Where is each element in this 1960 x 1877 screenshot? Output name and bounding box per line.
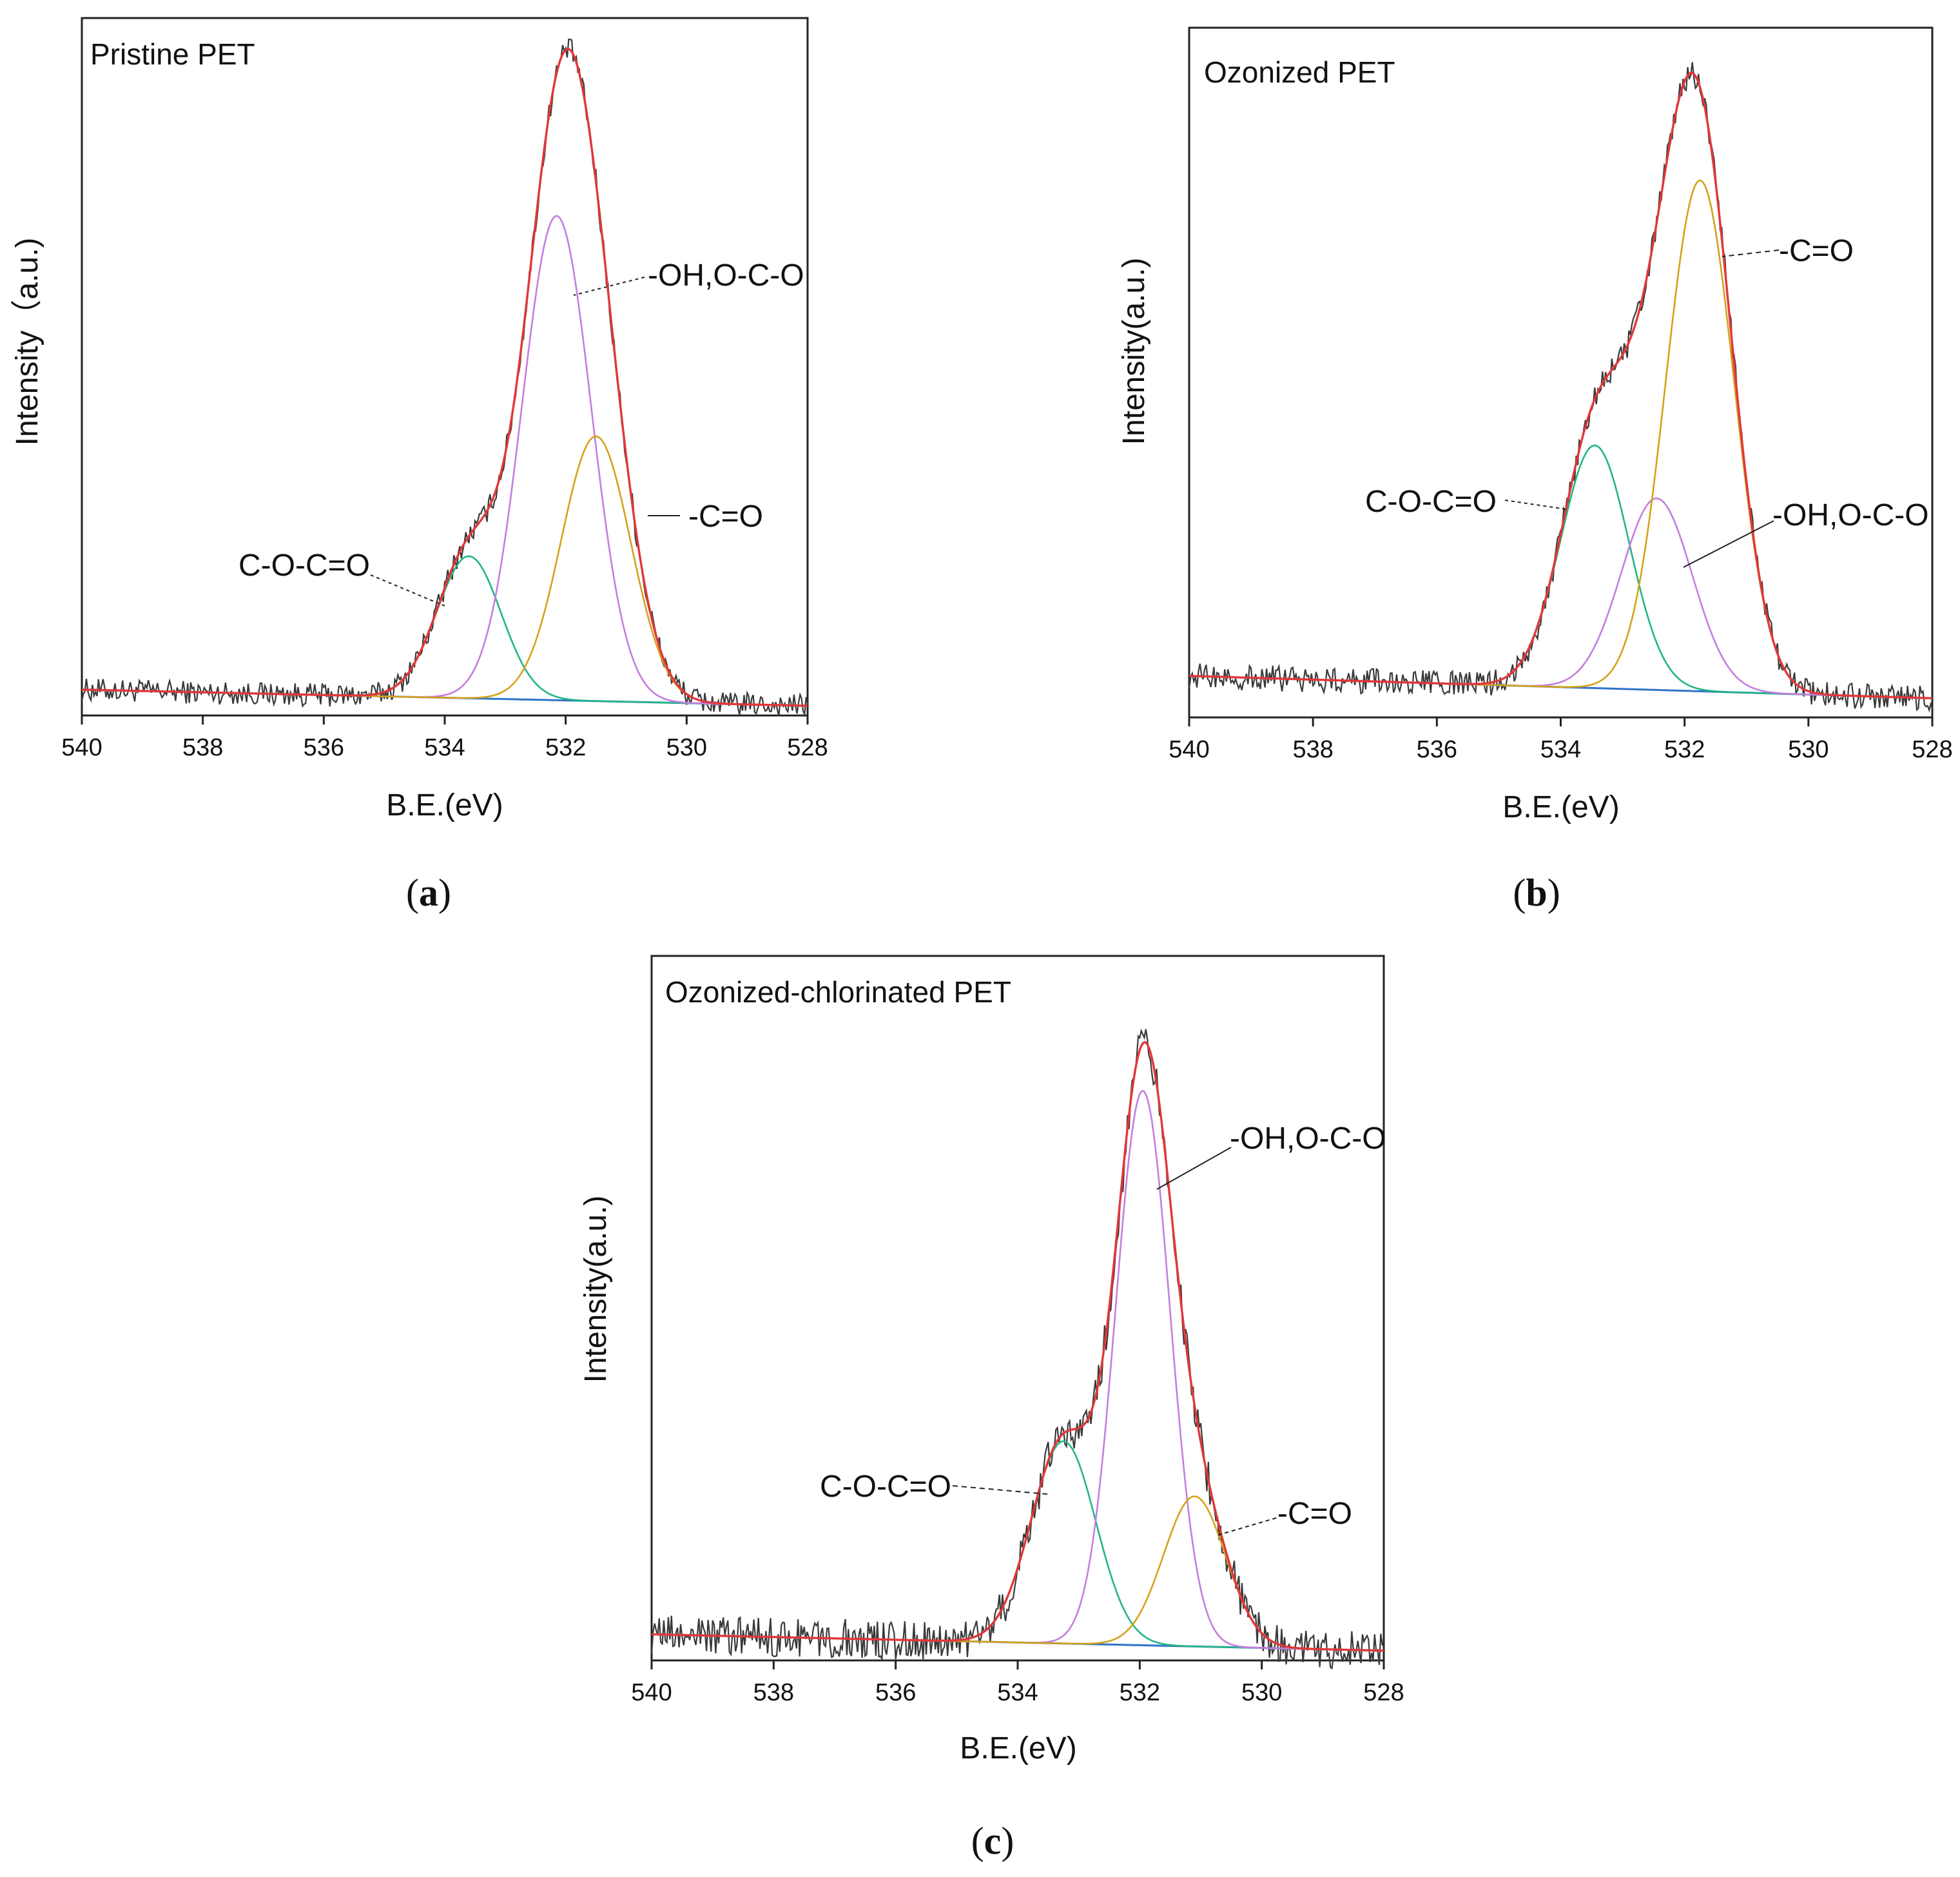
curves-group — [81, 38, 809, 717]
x-tick-label: 532 — [1664, 736, 1705, 763]
component-peak-3 — [651, 1495, 1384, 1652]
x-tick-label: 532 — [1120, 1679, 1160, 1706]
x-tick-label: 540 — [631, 1679, 672, 1706]
curves-group — [650, 1028, 1384, 1670]
raw-spectrum-line — [1188, 62, 1934, 713]
leader-line — [1156, 1147, 1232, 1190]
x-axis-label: B.E.(eV) — [1502, 790, 1619, 824]
x-tick-label: 536 — [304, 734, 344, 761]
x-tick-label: 530 — [666, 734, 707, 761]
leader-line — [370, 574, 445, 607]
x-tick-label: 536 — [875, 1679, 916, 1706]
panel-title: Pristine PET — [90, 37, 255, 71]
annotation-oh-o-c-o: -OH,O-C-O — [573, 258, 804, 296]
component-peak-1 — [1189, 444, 1933, 699]
panel-caption: (a) — [406, 871, 451, 914]
panel-b: Ozonized PET 540 538 536 534 532 530 528 B.E.(… — [1117, 26, 1953, 914]
leader-line — [1722, 249, 1780, 257]
annotation-c-o-c-o: C-O-C=O — [238, 549, 445, 607]
x-tick-label: 536 — [1417, 736, 1457, 763]
x-tick-label: 532 — [545, 734, 586, 761]
component-peak-3 — [81, 435, 808, 707]
panel-a: Pristine PET 540 538 536 534 532 530 528 B.E.(… — [10, 17, 828, 914]
component-peak-1 — [651, 1440, 1384, 1652]
x-axis-label: B.E.(eV) — [960, 1731, 1076, 1765]
y-axis-label: Intensity(a.u.) — [579, 1196, 613, 1383]
annotation-oh-o-c-o: -OH,O-C-O — [1683, 498, 1929, 568]
x-tick-label: 538 — [182, 734, 223, 761]
fit-envelope-line — [81, 48, 808, 707]
plot-frame — [1188, 26, 1934, 719]
plot-frame — [650, 955, 1385, 1662]
fit-envelope-line — [651, 1041, 1384, 1652]
peak-label: C-O-C=O — [820, 1470, 951, 1504]
x-tick-label: 528 — [787, 734, 828, 761]
raw-spectrum-line — [81, 38, 809, 717]
annotation-oh-o-c-o: -OH,O-C-O — [1156, 1122, 1386, 1190]
x-tick-label: 528 — [1363, 1679, 1404, 1706]
peak-label: -C=O — [1779, 234, 1854, 268]
leader-line — [952, 1485, 1048, 1495]
peak-label: -OH,O-C-O — [1772, 498, 1929, 532]
plot-frame — [81, 17, 809, 717]
x-tick-label: 540 — [1169, 736, 1209, 763]
x-tick-label: 538 — [1292, 736, 1333, 763]
annotation-c-eq-o: -C=O — [1216, 1497, 1352, 1536]
peak-label: C-O-C=O — [238, 549, 370, 583]
x-tick-label: 530 — [1241, 1679, 1282, 1706]
peak-label: -OH,O-C-O — [648, 258, 804, 293]
x-tick-label: 530 — [1788, 736, 1829, 763]
panel-title: Ozonized PET — [1204, 55, 1395, 89]
x-ticks-group: 540 538 536 534 532 530 528 — [631, 1660, 1404, 1706]
x-tick-label: 538 — [753, 1679, 794, 1706]
panel-caption: (b) — [1513, 871, 1560, 914]
x-ticks-group: 540 538 536 534 532 530 528 — [1169, 717, 1953, 763]
x-tick-label: 534 — [424, 734, 465, 761]
x-tick-label: 540 — [61, 734, 102, 761]
y-axis-label: Intensity（a.u.) — [10, 238, 44, 446]
x-tick-label: 534 — [1540, 736, 1581, 763]
x-tick-label: 534 — [997, 1679, 1038, 1706]
x-axis-label: B.E.(eV) — [386, 788, 503, 822]
panel-title: Ozonized-chlorinated PET — [665, 975, 1011, 1009]
curves-group — [1188, 62, 1934, 713]
fit-envelope-line — [1189, 72, 1933, 699]
leader-line — [1216, 1517, 1277, 1536]
x-tick-label: 528 — [1912, 736, 1952, 763]
y-axis-label: Intensity(a.u.) — [1117, 258, 1151, 445]
leader-line — [1683, 520, 1774, 568]
peak-label: C-O-C=O — [1365, 485, 1497, 519]
panel-c: Ozonized-chlorinated PET 540 538 536 534 532… — [579, 955, 1404, 1862]
peak-label: -C=O — [1277, 1497, 1352, 1531]
annotation-c-eq-o: -C=O — [648, 500, 763, 534]
annotation-c-o-c-o: C-O-C=O — [820, 1470, 1048, 1504]
leader-line — [573, 277, 645, 296]
annotation-c-o-c-o: C-O-C=O — [1365, 485, 1567, 519]
leader-line — [1504, 500, 1567, 510]
peak-label: -OH,O-C-O — [1230, 1122, 1386, 1156]
panel-caption: (c) — [971, 1820, 1014, 1862]
annotation-c-eq-o: -C=O — [1722, 234, 1854, 268]
x-ticks-group: 540 538 536 534 532 530 528 — [61, 715, 828, 761]
peak-label: -C=O — [688, 500, 763, 534]
